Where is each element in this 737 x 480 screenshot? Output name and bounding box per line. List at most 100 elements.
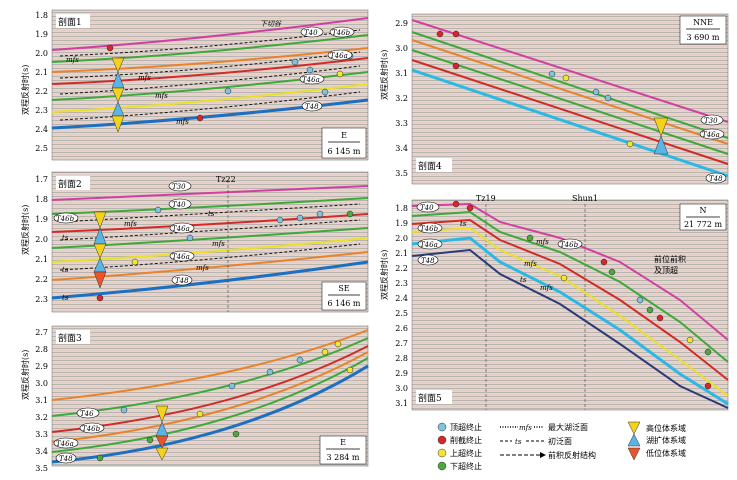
panel-2-systems-tract xyxy=(93,211,107,289)
tick: 3.3 xyxy=(35,430,48,439)
horizon-label: T30 xyxy=(172,183,186,191)
horizon-label: mfs xyxy=(536,238,549,246)
legend-abbr: ts xyxy=(515,438,522,446)
horizon-label: T48 xyxy=(59,455,73,463)
scale-direction: SE xyxy=(338,284,349,293)
legend-item: 高位体系域 xyxy=(646,423,686,433)
horizon-label: ts xyxy=(62,294,69,302)
horizon-label: mfs xyxy=(540,284,553,292)
tick: 2.5 xyxy=(35,144,48,153)
tick: 3.2 xyxy=(35,413,48,422)
horizon-label: mfs xyxy=(124,220,137,228)
horizon-label: mfs xyxy=(138,74,151,82)
horizon-label: ts xyxy=(208,210,215,218)
panel-title: 剖面1 xyxy=(58,16,82,28)
tick: 2.5 xyxy=(395,309,408,318)
panel-title-box xyxy=(416,158,452,172)
tick: 1.7 xyxy=(35,175,48,184)
tick: 1.9 xyxy=(35,215,48,224)
panel-title: 剖面5 xyxy=(418,392,442,404)
tick: 2.1 xyxy=(35,68,48,77)
horizon-label: T48 xyxy=(305,103,319,111)
scale-length: 3 690 m xyxy=(686,33,719,42)
panel-5-labels: Tz19 Shun1 T40 T46b T46a T48 ts ts mfs m… xyxy=(416,194,686,292)
tick: 3.1 xyxy=(35,396,48,405)
y-axis-label: 双程反射时(s) xyxy=(20,65,30,115)
panel-1-ticks: 1.8 1.9 2.0 2.1 2.2 2.3 2.4 2.5 xyxy=(35,11,48,153)
annotation: 及顶超 xyxy=(654,265,678,275)
scale-direction: E xyxy=(341,131,347,140)
panel-3-dots xyxy=(66,340,354,462)
horizon-label: T46a xyxy=(172,225,190,233)
horizon-label: T46 xyxy=(80,410,94,418)
scale-direction: N xyxy=(700,206,707,215)
scale-box xyxy=(321,127,367,159)
seismic-section xyxy=(411,199,729,411)
tick: 2.0 xyxy=(395,234,408,243)
horizon-label: mfs xyxy=(524,260,537,268)
panel-2-ticks: 1.7 1.8 1.9 2.0 2.1 2.2 2.3 xyxy=(35,175,48,304)
tick: 2.3 xyxy=(35,295,48,304)
horizon-label: T46b xyxy=(420,225,439,233)
horizon-label: T46b xyxy=(560,241,579,249)
legend-abbr: mfs xyxy=(519,424,532,432)
horizon-label: mfs xyxy=(196,264,209,272)
annotation: 前位前积 xyxy=(654,254,686,264)
scale-direction: E xyxy=(340,438,346,447)
horizon-label: T46a xyxy=(172,253,190,261)
tick: 2.3 xyxy=(395,279,408,288)
panel-4-labels: T30 T46a T48 xyxy=(699,114,727,184)
horizon-label: mfs xyxy=(212,240,225,248)
horizon-label: T46a xyxy=(302,76,320,84)
horizon-label: T40 xyxy=(420,204,434,212)
tick: 2.1 xyxy=(35,255,48,264)
horizon-label: T46a xyxy=(56,440,74,448)
legend-lines: mfs 最大湖泛面 ts 初泛面 前积反射结构 xyxy=(500,422,596,460)
horizon-label: T40 xyxy=(172,201,186,209)
seismic-section xyxy=(411,13,729,185)
legend-item: 湖扩体系域 xyxy=(646,435,686,445)
panel-title-box xyxy=(56,14,90,28)
tick: 2.9 xyxy=(395,19,408,28)
panel-2-labels: Tz22 T30 T40 T46b T46a T46a T48 ts ts ts… xyxy=(53,175,236,302)
legend-item: 初泛面 xyxy=(548,436,572,446)
panel-4-systems-tract xyxy=(653,117,669,155)
tick: 2.3 xyxy=(35,106,48,115)
legend-item: 削截终止 xyxy=(450,435,482,445)
panel-2-horizons xyxy=(51,185,369,300)
horizon-label: 下切谷 xyxy=(260,20,282,28)
tick: 1.8 xyxy=(35,11,48,20)
legend-item: 下超终止 xyxy=(450,461,482,471)
tick: 2.7 xyxy=(35,328,48,337)
legend-item: 顶超终止 xyxy=(450,422,482,432)
tick: 3.2 xyxy=(395,94,408,103)
panel-title: 剖面3 xyxy=(58,332,82,344)
horizon-label: ts xyxy=(520,276,527,284)
horizon-label: T46b xyxy=(332,29,351,37)
panel-title-box xyxy=(56,176,90,190)
horizon-label: T46b xyxy=(56,215,75,223)
panel-title: 剖面2 xyxy=(58,178,82,190)
tick: 3.0 xyxy=(35,379,48,388)
horizon-label: ts xyxy=(460,220,467,228)
horizon-label: ts xyxy=(62,266,69,274)
scale-box xyxy=(679,15,727,45)
panel-3-labels: T46 T46b T46a T48 xyxy=(53,407,105,464)
panel-3-systems-tract xyxy=(155,405,169,461)
scale-box xyxy=(319,435,367,465)
panel-5-dots xyxy=(452,200,712,390)
tick: 2.6 xyxy=(395,324,408,333)
legend-item: 上超终止 xyxy=(450,448,482,458)
legend-item: 最大湖泛面 xyxy=(548,422,588,432)
legend-dots: 顶超终止 削截终止 上超终止 下超终止 xyxy=(437,422,482,471)
legend-item: 前积反射结构 xyxy=(548,450,596,460)
y-axis-label: 双程反射时(s) xyxy=(379,50,389,100)
well-name: Tz22 xyxy=(216,175,236,184)
tick: 3.5 xyxy=(35,464,48,473)
tick: 2.8 xyxy=(35,345,48,354)
tick: 1.8 xyxy=(395,204,408,213)
horizon-label: T48 xyxy=(175,277,189,285)
y-axis-label: 双程反射时(s) xyxy=(379,250,389,300)
tick: 2.7 xyxy=(395,339,408,348)
